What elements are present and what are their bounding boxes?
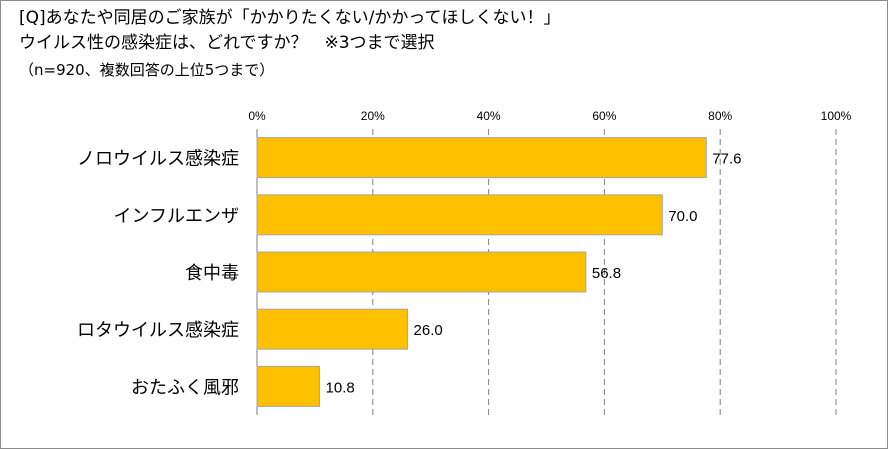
bar <box>256 251 587 293</box>
x-tick-label: 40% <box>477 109 501 123</box>
data-label: 77.6 <box>712 151 741 168</box>
data-label: 56.8 <box>592 265 621 282</box>
x-tick-label: 80% <box>708 109 732 123</box>
x-tick-label: 60% <box>592 109 616 123</box>
category-label: インフルエンザ <box>114 206 239 226</box>
category-label: おたふく風邪 <box>131 377 239 397</box>
bar <box>256 365 321 407</box>
bar <box>256 194 663 236</box>
bar <box>256 308 409 350</box>
category-label: 食中毒 <box>185 263 239 283</box>
category-label: ロタウイルス感染症 <box>77 320 239 340</box>
x-tick-label: 100% <box>821 109 852 123</box>
data-label: 10.8 <box>326 379 355 396</box>
category-label: ノロウイルス感染症 <box>77 149 239 169</box>
x-tick-label: 0% <box>248 109 266 123</box>
chart-title-line-2: ウイルス性の感染症は、どれですか？ ※3つまで選択 <box>19 33 435 53</box>
bar <box>256 137 707 179</box>
chart-title-line-3: （n=920、複数回答の上位5つまで） <box>19 61 275 79</box>
chart-title-line-1: [Q]あなたや同居のご家族が「かかりたくない/かかってほしくない！」 <box>19 8 561 28</box>
x-tick-label: 20% <box>361 109 385 123</box>
data-label: 70.0 <box>668 208 697 225</box>
data-label: 26.0 <box>414 322 443 339</box>
